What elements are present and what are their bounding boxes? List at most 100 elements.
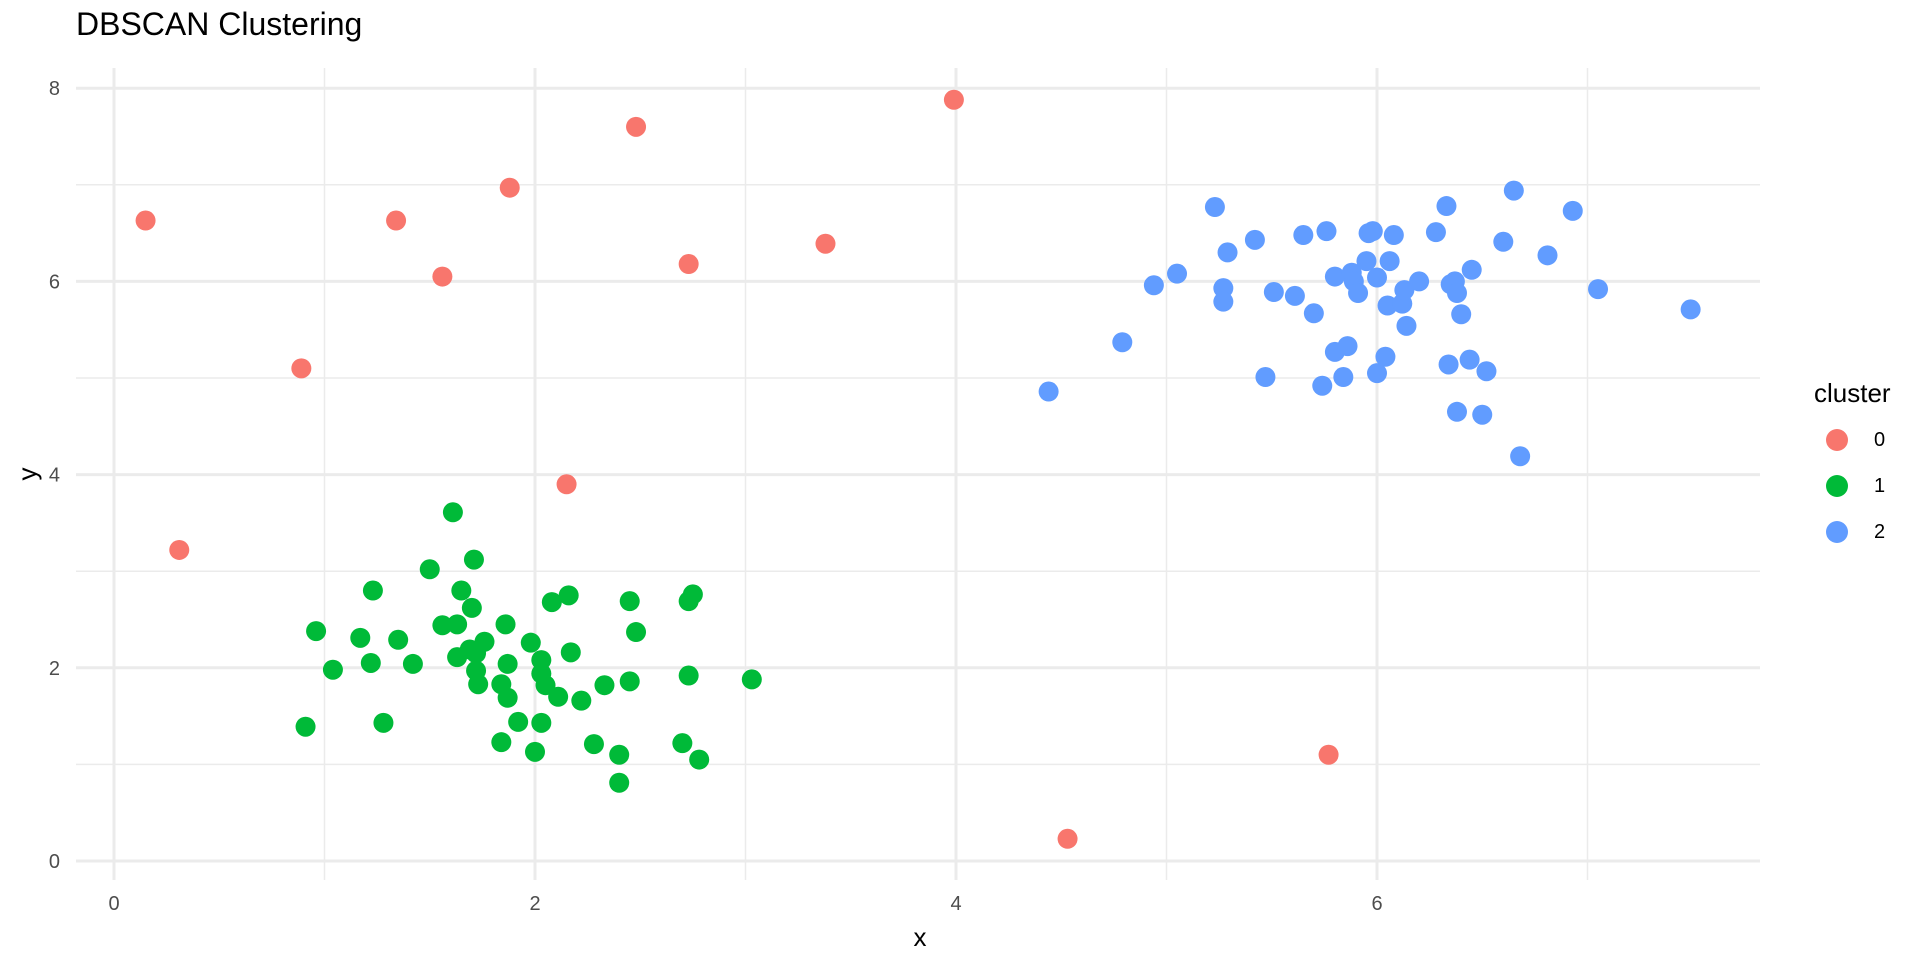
data-point-cluster-2 [1680, 299, 1701, 320]
data-point-cluster-2 [1459, 349, 1480, 370]
legend-label: 2 [1874, 520, 1886, 543]
data-point-cluster-1 [541, 592, 562, 613]
data-point-cluster-0 [386, 210, 407, 231]
data-point-cluster-1 [741, 669, 762, 690]
data-point-cluster-1 [594, 675, 615, 696]
data-point-cluster-1 [474, 631, 495, 652]
legend-label: 1 [1874, 474, 1886, 497]
data-point-cluster-1 [497, 687, 518, 708]
data-point-cluster-1 [531, 712, 552, 733]
legend-key-circle-icon [1826, 429, 1848, 451]
x-tick-label: 0 [108, 893, 119, 915]
data-point-cluster-1 [468, 674, 489, 695]
data-point-cluster-1 [432, 615, 453, 636]
legend-item-2: 2 [1814, 509, 1891, 555]
legend: cluster 0 1 2 [1814, 378, 1891, 555]
data-point-cluster-2 [1379, 251, 1400, 272]
data-point-cluster-1 [447, 614, 468, 635]
data-point-cluster-1 [560, 642, 581, 663]
data-point-cluster-0 [943, 89, 964, 110]
y-tick-label: 4 [49, 465, 60, 487]
data-point-cluster-1 [626, 622, 647, 643]
data-point-cluster-1 [520, 632, 541, 653]
data-point-cluster-0 [678, 254, 699, 275]
data-point-cluster-1 [609, 744, 630, 765]
data-point-cluster-1 [463, 549, 484, 570]
data-point-cluster-2 [1367, 267, 1387, 288]
y-tick-label: 0 [49, 851, 60, 873]
legend-item-1: 1 [1814, 463, 1891, 509]
data-point-cluster-1 [419, 559, 440, 580]
data-point-cluster-1 [689, 749, 710, 770]
data-point-cluster-1 [619, 591, 640, 612]
data-point-cluster-2 [1446, 401, 1467, 422]
data-point-cluster-2 [1244, 229, 1265, 250]
y-tick-label: 8 [49, 78, 60, 100]
data-point-cluster-2 [1537, 245, 1558, 266]
data-point-cluster-2 [1461, 259, 1482, 280]
data-point-cluster-0 [499, 177, 520, 198]
data-point-cluster-2 [1284, 285, 1305, 306]
data-point-cluster-2 [1316, 221, 1337, 242]
data-point-cluster-2 [1377, 295, 1398, 316]
data-point-cluster-1 [322, 659, 343, 680]
legend-label: 0 [1874, 428, 1886, 451]
data-point-cluster-2 [1476, 361, 1497, 382]
data-point-cluster-1 [306, 621, 327, 642]
data-point-cluster-1 [373, 712, 394, 733]
data-point-cluster-1 [497, 653, 518, 674]
data-point-cluster-1 [451, 580, 472, 601]
data-point-cluster-2 [1337, 336, 1358, 357]
data-point-cluster-1 [535, 675, 556, 696]
x-axis-ticks: 0 2 4 6 [108, 893, 1382, 915]
data-point-cluster-2 [1409, 271, 1430, 292]
data-point-cluster-2 [1293, 225, 1314, 246]
data-point-cluster-2 [1204, 197, 1225, 218]
legend-key-circle-icon [1826, 521, 1848, 543]
data-point-cluster-2 [1303, 303, 1324, 324]
data-point-cluster-2 [1375, 346, 1396, 367]
data-point-cluster-2 [1263, 282, 1284, 303]
data-point-cluster-2 [1446, 282, 1467, 303]
data-point-cluster-1 [402, 653, 423, 674]
data-point-cluster-2 [1312, 375, 1333, 396]
y-axis-title: y [12, 468, 42, 481]
data-points [135, 89, 1701, 849]
data-point-cluster-0 [169, 539, 190, 560]
data-point-cluster-1 [350, 627, 371, 648]
x-tick-label: 2 [529, 893, 540, 915]
y-tick-label: 2 [49, 658, 60, 680]
data-point-cluster-0 [1318, 744, 1339, 765]
data-point-cluster-1 [508, 711, 529, 732]
data-point-cluster-2 [1143, 275, 1164, 296]
data-point-cluster-2 [1451, 304, 1472, 325]
y-axis-ticks: 0 2 4 6 8 [49, 78, 60, 873]
data-point-cluster-2 [1394, 280, 1415, 301]
data-point-cluster-1 [609, 772, 630, 793]
legend-title: cluster [1814, 378, 1891, 408]
data-point-cluster-1 [619, 671, 640, 692]
x-tick-label: 6 [1371, 893, 1382, 915]
data-point-cluster-2 [1333, 367, 1354, 388]
data-point-cluster-1 [583, 734, 604, 755]
data-point-cluster-1 [525, 741, 545, 762]
data-point-cluster-1 [558, 585, 579, 606]
x-tick-label: 4 [950, 893, 961, 915]
data-point-cluster-1 [571, 690, 592, 711]
legend-item-0: 0 [1814, 417, 1891, 463]
data-point-cluster-2 [1425, 222, 1446, 243]
data-point-cluster-1 [360, 652, 381, 673]
data-point-cluster-0 [135, 210, 156, 231]
data-point-cluster-1 [672, 733, 693, 754]
data-point-cluster-2 [1348, 282, 1369, 303]
data-point-cluster-2 [1362, 221, 1383, 242]
data-point-cluster-2 [1112, 332, 1133, 353]
data-point-cluster-2 [1367, 363, 1387, 384]
data-point-cluster-2 [1436, 196, 1457, 217]
data-point-cluster-1 [362, 580, 383, 601]
data-point-cluster-1 [442, 502, 463, 523]
data-point-cluster-0 [1057, 828, 1078, 849]
y-tick-label: 6 [49, 271, 60, 293]
data-point-cluster-2 [1255, 367, 1276, 388]
data-point-cluster-2 [1562, 200, 1583, 221]
